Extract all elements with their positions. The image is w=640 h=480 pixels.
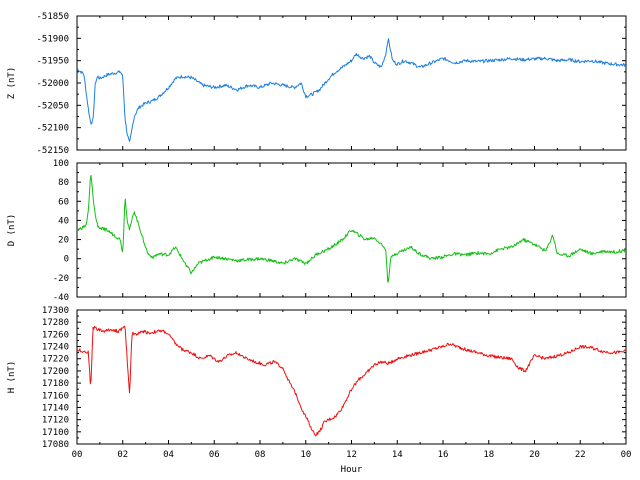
z-series-line [76,38,627,142]
d-ylabel: D (nT) [7,214,17,247]
x-tick-label: 00 [621,450,632,460]
z-ytick-label: -51850 [36,12,69,22]
z-ytick-label: -51950 [36,57,69,67]
x-axis-label: Hour [341,465,363,475]
x-tick-label: 02 [117,450,128,460]
h-ytick-label: 17260 [42,330,69,340]
x-tick-label: 08 [255,450,266,460]
x-tick-label: 04 [163,450,174,460]
h-ytick-label: 17100 [42,428,69,438]
h-ytick-label: 17120 [42,416,69,426]
d-ytick-label: -40 [53,293,69,303]
h-ytick-label: 17200 [42,367,69,377]
d-ytick-label: 20 [58,236,69,246]
x-tick-label: 00 [72,450,83,460]
h-ytick-label: 17140 [42,403,69,413]
x-tick-label: 06 [209,450,220,460]
d-ytick-label: 0 [64,255,69,265]
d-series-line [76,174,627,283]
x-tick-label: 22 [575,450,586,460]
z-ytick-label: -52050 [36,101,69,111]
d-panel: 100 80 60 40 20 0 -20 -40 D (nT) [7,159,627,303]
d-ytick-label: 60 [58,197,69,207]
h-ytick-label: 17240 [42,343,69,353]
x-tick-label: 12 [346,450,357,460]
x-tick-label: 16 [438,450,449,460]
x-tick-label: 18 [483,450,494,460]
x-tick-label: 20 [529,450,540,460]
z-ytick-label: -51900 [36,34,69,44]
d-ytick-label: -20 [53,274,69,284]
z-ytick-label: -52000 [36,79,69,89]
x-tick-label: 14 [392,450,403,460]
h-ytick-label: 17180 [42,379,69,389]
z-ylabel: Z (nT) [7,67,17,100]
z-ytick-label: -52150 [36,146,69,156]
d-ytick-label: 100 [53,159,69,169]
h-ytick-label: 17280 [42,318,69,328]
h-ylabel: H (nT) [7,361,17,394]
h-ytick-label: 17160 [42,391,69,401]
d-frame [76,162,627,298]
h-ytick-label: 17080 [42,440,69,450]
h-ytick-label: 17220 [42,355,69,365]
d-ytick-label: 40 [58,216,69,226]
h-ytick-label: 17300 [42,306,69,316]
z-panel: -51850 -51900 -51950 -52000 -52050 -52100 -521… [7,12,627,156]
z-ytick-label: -52100 [36,124,69,134]
x-tick-label: 10 [300,450,311,460]
h-series-line [76,325,626,437]
h-panel: 17300 17280 17260 17240 17220 17200 17180 17160… [7,306,631,475]
z-frame [76,15,627,151]
d-ytick-label: 80 [58,178,69,188]
